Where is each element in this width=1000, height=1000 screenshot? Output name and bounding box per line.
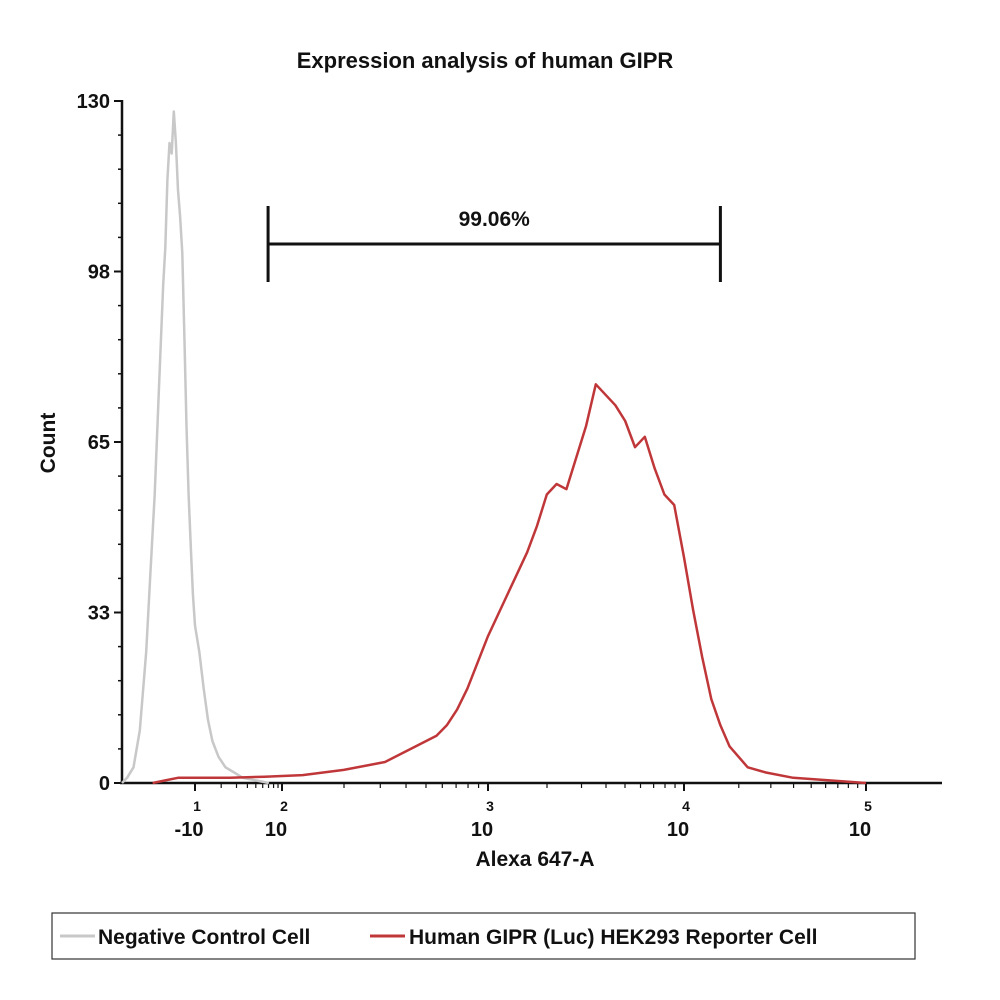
y-tick-label: 33 xyxy=(88,603,110,625)
x-tick-label-exponent: 4 xyxy=(682,798,690,814)
series-group xyxy=(121,110,867,785)
legend-label-negative-control: Negative Control Cell xyxy=(98,926,310,949)
y-tick-label: 98 xyxy=(88,262,110,284)
y-axis-label: Count xyxy=(37,413,60,474)
series-negative-control-line xyxy=(121,110,270,785)
y-tick-label: 0 xyxy=(99,773,110,795)
series-gipr-reporter-line xyxy=(152,383,867,785)
x-tick-label-exponent: 2 xyxy=(280,798,288,814)
legend: Negative Control Cell Human GIPR (Luc) H… xyxy=(51,912,916,960)
x-tick-label-exponent: 5 xyxy=(864,798,872,814)
gate-marker: 99.06% xyxy=(266,206,722,282)
legend-box xyxy=(51,912,916,960)
x-tick-label-base: 10 xyxy=(849,819,871,841)
x-tick-label-base: 10 xyxy=(471,819,493,841)
gate-percentage-label: 99.06% xyxy=(459,208,531,231)
y-tick-label: 65 xyxy=(88,432,110,454)
x-tick-label-base: 10 xyxy=(265,819,287,841)
y-tick-group: 0 33 65 98 130 xyxy=(77,91,122,795)
y-tick-label: 130 xyxy=(77,91,110,113)
x-tick-label-base: -10 xyxy=(175,819,204,841)
x-tick-group: -10 1 10 2 10 3 10 4 10 5 xyxy=(175,783,872,841)
x-axis-label: Alexa 647-A xyxy=(475,848,594,871)
x-tick-label-exponent: 3 xyxy=(486,798,494,814)
x-tick-label-base: 10 xyxy=(667,819,689,841)
chart-title: Expression analysis of human GIPR xyxy=(297,48,674,73)
legend-label-gipr-reporter: Human GIPR (Luc) HEK293 Reporter Cell xyxy=(409,926,817,949)
x-tick-label-exponent: 1 xyxy=(193,798,201,814)
